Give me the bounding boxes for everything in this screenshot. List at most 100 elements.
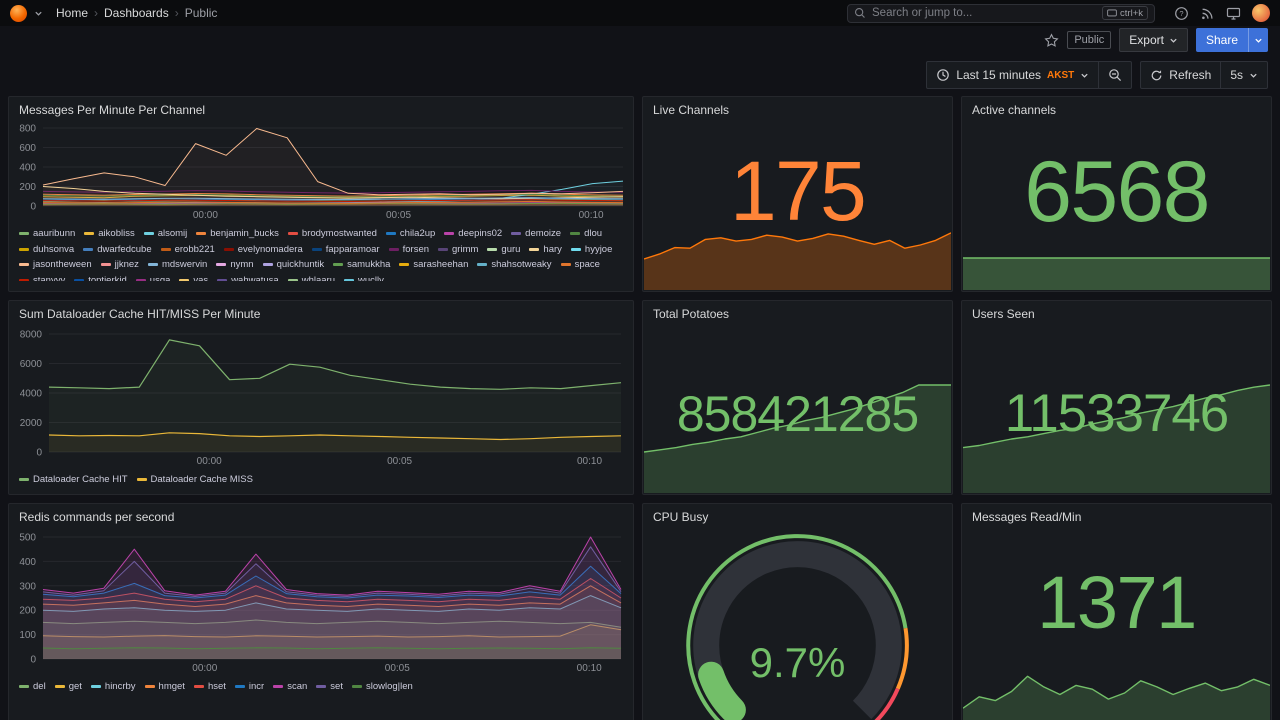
svg-text:2000: 2000 [20,418,43,429]
legend-item[interactable]: set [316,680,343,694]
legend-item[interactable]: get [54,680,82,694]
zoom-out-button[interactable] [1098,62,1131,88]
legend-item[interactable]: forsen [388,243,429,257]
active-channels-value: 6568 [1024,144,1210,240]
legend-series-swatch [311,247,322,251]
legend-item[interactable]: hmget [144,680,185,694]
legend-item[interactable]: fapparamoar [311,243,380,257]
panel-title[interactable]: Messages Read/Min [972,510,1082,524]
dataloader-chart[interactable]: 0 2000 4000 6000 8000 00:00 00:05 00:10 [13,329,627,467]
panel-title[interactable]: Live Channels [653,103,730,117]
favorite-star-icon[interactable] [1044,32,1059,48]
legend-item[interactable]: aauribunn [19,227,75,241]
time-range-picker[interactable]: Last 15 minutes AKST [927,62,1098,88]
share-menu-chevron-icon[interactable] [1248,28,1268,52]
svg-text:200: 200 [19,182,36,193]
legend-item[interactable]: hset [193,680,226,694]
legend-item[interactable]: evelynomadera [223,243,303,257]
legend-item[interactable]: deepins02 [444,227,502,241]
legend-series-swatch [388,247,399,251]
svg-text:400: 400 [19,557,36,568]
breadcrumb-home[interactable]: Home [56,6,89,20]
panel-title[interactable]: Active channels [972,103,1057,117]
panel-title[interactable]: Total Potatoes [653,307,730,321]
search-placeholder: Search or jump to... [872,7,973,19]
search-icon [854,7,866,19]
refresh-icon [1151,69,1162,80]
panel-live-channels: Live Channels 175 [642,96,953,292]
legend-item[interactable]: guru [487,243,520,257]
panel-title[interactable]: Messages Per Minute Per Channel [19,103,206,117]
legend-item[interactable]: hyyjoe [570,243,612,257]
legend-item[interactable]: usga [135,274,170,281]
legend-item[interactable]: stanyyy [19,274,65,281]
share-button-label[interactable]: Share [1195,28,1248,52]
legend-series-swatch [570,247,581,251]
export-button[interactable]: Export [1119,28,1188,52]
svg-text:00:00: 00:00 [193,210,218,221]
legend-item[interactable]: chila2up [385,227,435,241]
redis-legend: del get hincrby hmget hset incr scan set slowlog… [19,680,629,720]
legend-item[interactable]: Dataloader Cache HIT [19,473,128,487]
legend-item[interactable]: erobb221 [160,243,215,257]
legend-item[interactable]: duhsonva [19,243,74,257]
user-avatar[interactable] [1252,4,1270,22]
legend-item[interactable]: hincrby [90,680,136,694]
legend-item[interactable]: quickhuntik [262,258,324,272]
panel-title[interactable]: Users Seen [972,307,1035,321]
redis-chart[interactable]: 0 100 200 300 400 500 00:00 00:05 00:10 [13,532,627,674]
panel-title[interactable]: Sum Dataloader Cache HIT/MISS Per Minute [19,307,261,321]
panel-title[interactable]: CPU Busy [653,510,709,524]
legend-item[interactable]: wuclly [344,274,384,281]
panel-title[interactable]: Redis commands per second [19,510,175,524]
messages-chart[interactable]: 0 200 400 600 800 00:00 00:05 00:10 [13,123,629,221]
legend-item[interactable]: jjknez [100,258,139,272]
legend-item[interactable]: alsomij [143,227,187,241]
legend-item[interactable]: grimm [438,243,478,257]
legend-item[interactable]: shahsotweaky [477,258,552,272]
svg-text:00:00: 00:00 [192,663,217,674]
legend-series-swatch [560,263,571,267]
legend-item[interactable]: del [19,680,46,694]
legend-item[interactable]: samukkha [333,258,390,272]
legend-item[interactable]: demoize [511,227,561,241]
legend-item[interactable]: Dataloader Cache MISS [136,473,253,487]
search-input[interactable]: Search or jump to... ctrl+k [847,3,1155,23]
refresh-interval-picker[interactable]: 5s [1220,62,1267,88]
legend-item[interactable]: toptierkid [74,274,127,281]
legend-item[interactable]: vas [179,274,208,281]
legend-item[interactable]: space [560,258,600,272]
breadcrumb: Home › Dashboards › Public [56,6,217,20]
news-signal-icon[interactable] [1200,6,1215,21]
breadcrumb-dashboards[interactable]: Dashboards [104,6,169,20]
legend-item[interactable]: mdswervin [147,258,207,272]
share-button[interactable]: Share [1195,28,1268,52]
refresh-button[interactable]: Refresh [1141,62,1220,88]
legend-item[interactable]: jasontheween [19,258,92,272]
legend-item[interactable]: incr [234,680,264,694]
legend-item[interactable]: brodymostwanted [287,227,377,241]
legend-item[interactable]: dlou [570,227,602,241]
svg-text:8000: 8000 [20,330,43,341]
help-icon[interactable]: ? [1174,6,1189,21]
kiosk-monitor-icon[interactable] [1226,6,1241,21]
legend-series-swatch [179,278,190,281]
total-potatoes-sparkline [644,383,951,493]
org-switcher-chevron-icon[interactable] [34,9,43,18]
legend-item[interactable]: slowlog|len [351,680,413,694]
legend-series-swatch [19,263,29,267]
chevron-down-icon [1081,73,1088,78]
keyboard-icon [1107,9,1117,17]
legend-series-swatch [160,247,171,251]
legend-item[interactable]: whlaaru [287,274,335,281]
legend-item[interactable]: wahwatusa [217,274,279,281]
legend-item[interactable]: hary [529,243,562,257]
legend-item[interactable]: scan [273,680,307,694]
legend-item[interactable]: benjamin_bucks [196,227,279,241]
legend-item[interactable]: dwarfedcube [83,243,152,257]
legend-item[interactable]: aikobliss [84,227,135,241]
live-channels-value: 175 [729,144,867,238]
legend-item[interactable]: sarasheehan [399,258,468,272]
legend-item[interactable]: nymn [216,258,254,272]
grafana-logo[interactable] [10,4,27,22]
